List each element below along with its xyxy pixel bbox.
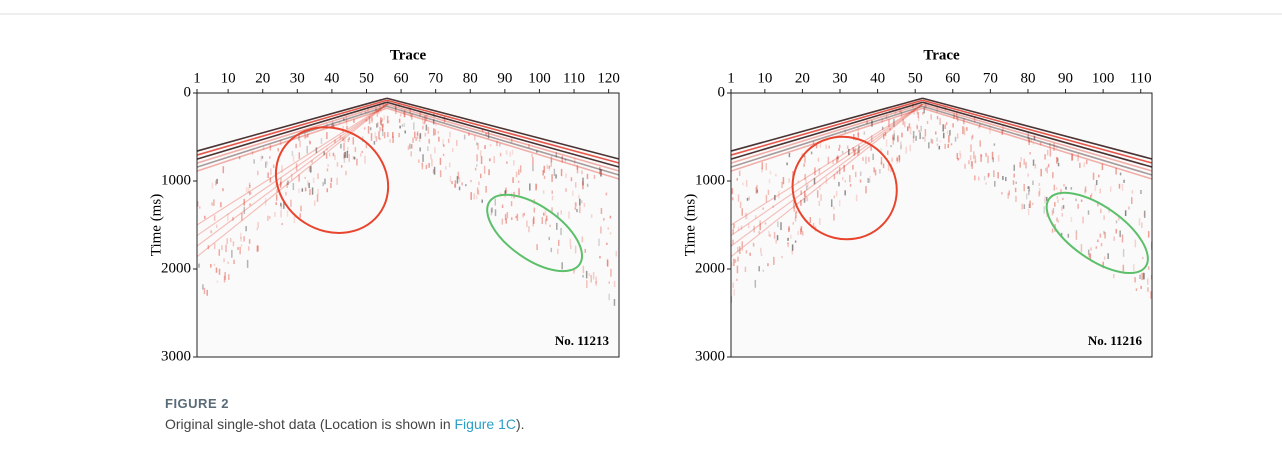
x-tick-label: 30	[833, 70, 848, 86]
deep-event	[196, 103, 388, 247]
annotation-ellipse	[274, 126, 390, 234]
x-tick-label: 60	[394, 70, 409, 86]
first-arrival	[922, 97, 1153, 160]
y-tick-label: 3000	[695, 348, 725, 364]
x-tick-label: 40	[324, 70, 339, 86]
first-arrival	[196, 103, 388, 164]
deep-event	[730, 103, 923, 237]
first-arrival	[196, 99, 388, 156]
deep-event	[730, 103, 923, 258]
x-axis-title: Trace	[390, 47, 427, 63]
deep-event	[730, 103, 923, 226]
y-axis-title: Time (ms)	[148, 194, 164, 256]
x-tick-label: 90	[497, 70, 512, 86]
figure-link[interactable]: Figure 1C	[454, 416, 516, 432]
x-tick-label: 110	[1130, 70, 1152, 86]
x-tick-label: 20	[255, 70, 270, 86]
shot-label: No. 11216	[1088, 333, 1143, 348]
first-arrival	[730, 99, 923, 156]
y-axis-title: Time (ms)	[682, 194, 698, 256]
first-arrival	[922, 99, 1153, 164]
seismic-image: 1 10 20 30 40 50 60 70 80 90 100 1100100020003000Tr…	[682, 47, 1153, 364]
x-tick-label: 40	[870, 70, 885, 86]
first-arrival	[386, 101, 620, 168]
image-bg	[731, 93, 1152, 357]
first-arrival	[196, 101, 388, 160]
chart: 1 10 20 30 40 50 60 70 80 90 100 110 120010002000300…	[0, 13, 1282, 364]
y-tick-label: 3000	[161, 348, 191, 364]
seismic-image: 1 10 20 30 40 50 60 70 80 90 100 110 120010002000300…	[148, 47, 619, 364]
annotation-ellipse	[1045, 191, 1149, 275]
y-tick-label: 2000	[161, 260, 191, 276]
x-tick-label: 60	[945, 70, 960, 86]
deep-event	[196, 103, 388, 237]
x-tick-label: 1	[727, 70, 735, 86]
first-arrival	[730, 97, 923, 152]
image-bg	[197, 93, 619, 357]
x-tick-label: 50	[359, 70, 374, 86]
x-tick-label: 100	[528, 70, 551, 86]
x-tick-label: 10	[757, 70, 772, 86]
first-arrival	[386, 99, 620, 164]
annotation-ellipse	[791, 135, 898, 241]
first-arrival	[386, 105, 620, 176]
x-tick-label: 70	[983, 70, 998, 86]
first-arrival	[730, 101, 923, 160]
plot-frame	[196, 92, 620, 358]
x-tick-label: 20	[795, 70, 810, 86]
plot-frame	[730, 92, 1153, 358]
x-tick-label: 90	[1058, 70, 1073, 86]
first-arrival	[196, 105, 388, 168]
y-tick-label: 1000	[161, 172, 191, 188]
x-axis-title: Trace	[923, 47, 960, 63]
y-tick-label: 2000	[695, 260, 725, 276]
caption-text: ).	[515, 416, 525, 432]
x-tick-label: 1	[193, 70, 201, 86]
deep-event	[196, 103, 388, 258]
first-arrival	[922, 103, 1153, 172]
figure-caption: Original single-shot data (Location is s…	[165, 416, 525, 432]
figure-label: FIGURE 2	[165, 396, 229, 411]
x-tick-label: 30	[290, 70, 305, 86]
first-arrival	[386, 103, 620, 172]
first-arrival	[730, 105, 923, 168]
y-tick-label: 0	[184, 84, 192, 100]
deep-event	[196, 103, 388, 226]
y-tick-label: 1000	[695, 172, 725, 188]
x-tick-label: 100	[1092, 70, 1115, 86]
first-arrival	[922, 105, 1153, 176]
x-tick-label: 50	[908, 70, 923, 86]
x-tick-label: 80	[1020, 70, 1035, 86]
first-arrival	[730, 103, 923, 164]
first-arrival	[922, 101, 1153, 168]
shot-label: No. 11213	[555, 333, 610, 348]
annotation-ellipse	[486, 193, 584, 273]
first-arrival	[922, 107, 1153, 180]
x-tick-label: 110	[563, 70, 585, 86]
x-tick-label: 70	[428, 70, 443, 86]
deep-event	[730, 103, 923, 247]
first-arrival	[386, 97, 620, 160]
y-tick-label: 0	[718, 84, 726, 100]
x-tick-label: 10	[221, 70, 236, 86]
first-arrival	[196, 97, 388, 152]
first-arrival	[386, 107, 620, 180]
x-tick-label: 80	[463, 70, 478, 86]
caption-text: Original single-shot data (Location is s…	[165, 416, 455, 432]
x-tick-label: 120	[597, 70, 620, 86]
